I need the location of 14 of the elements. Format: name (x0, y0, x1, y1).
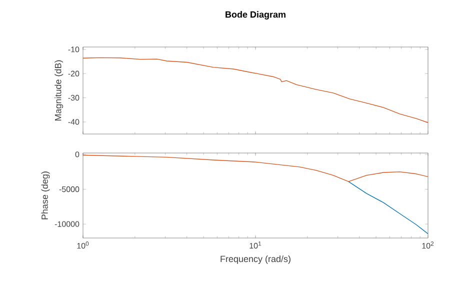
x-tick-label: 10$^{1}$ (250, 242, 262, 249)
x-tick-label: 10$^{0}$ (77, 242, 89, 249)
y-tick-label: -10 (68, 46, 80, 52)
y-tick-label: 0 (75, 152, 80, 158)
y-tick-label: -20 (68, 70, 80, 76)
chart-title: Bode Diagram (226, 11, 286, 20)
y-tick-label: -10000 (54, 221, 80, 227)
x-axis-title: Frequency (rad/s) (220, 255, 290, 264)
y-axis-title: Magnitude (dB) (54, 60, 64, 121)
y-tick-label: -40 (68, 119, 80, 125)
y-axis-title: Phase (deg) (41, 172, 50, 220)
x-tick-label: 10$^{2}$ (422, 242, 434, 249)
y-tick-label: -30 (68, 94, 80, 101)
y-tick-label: -5000 (59, 186, 80, 192)
